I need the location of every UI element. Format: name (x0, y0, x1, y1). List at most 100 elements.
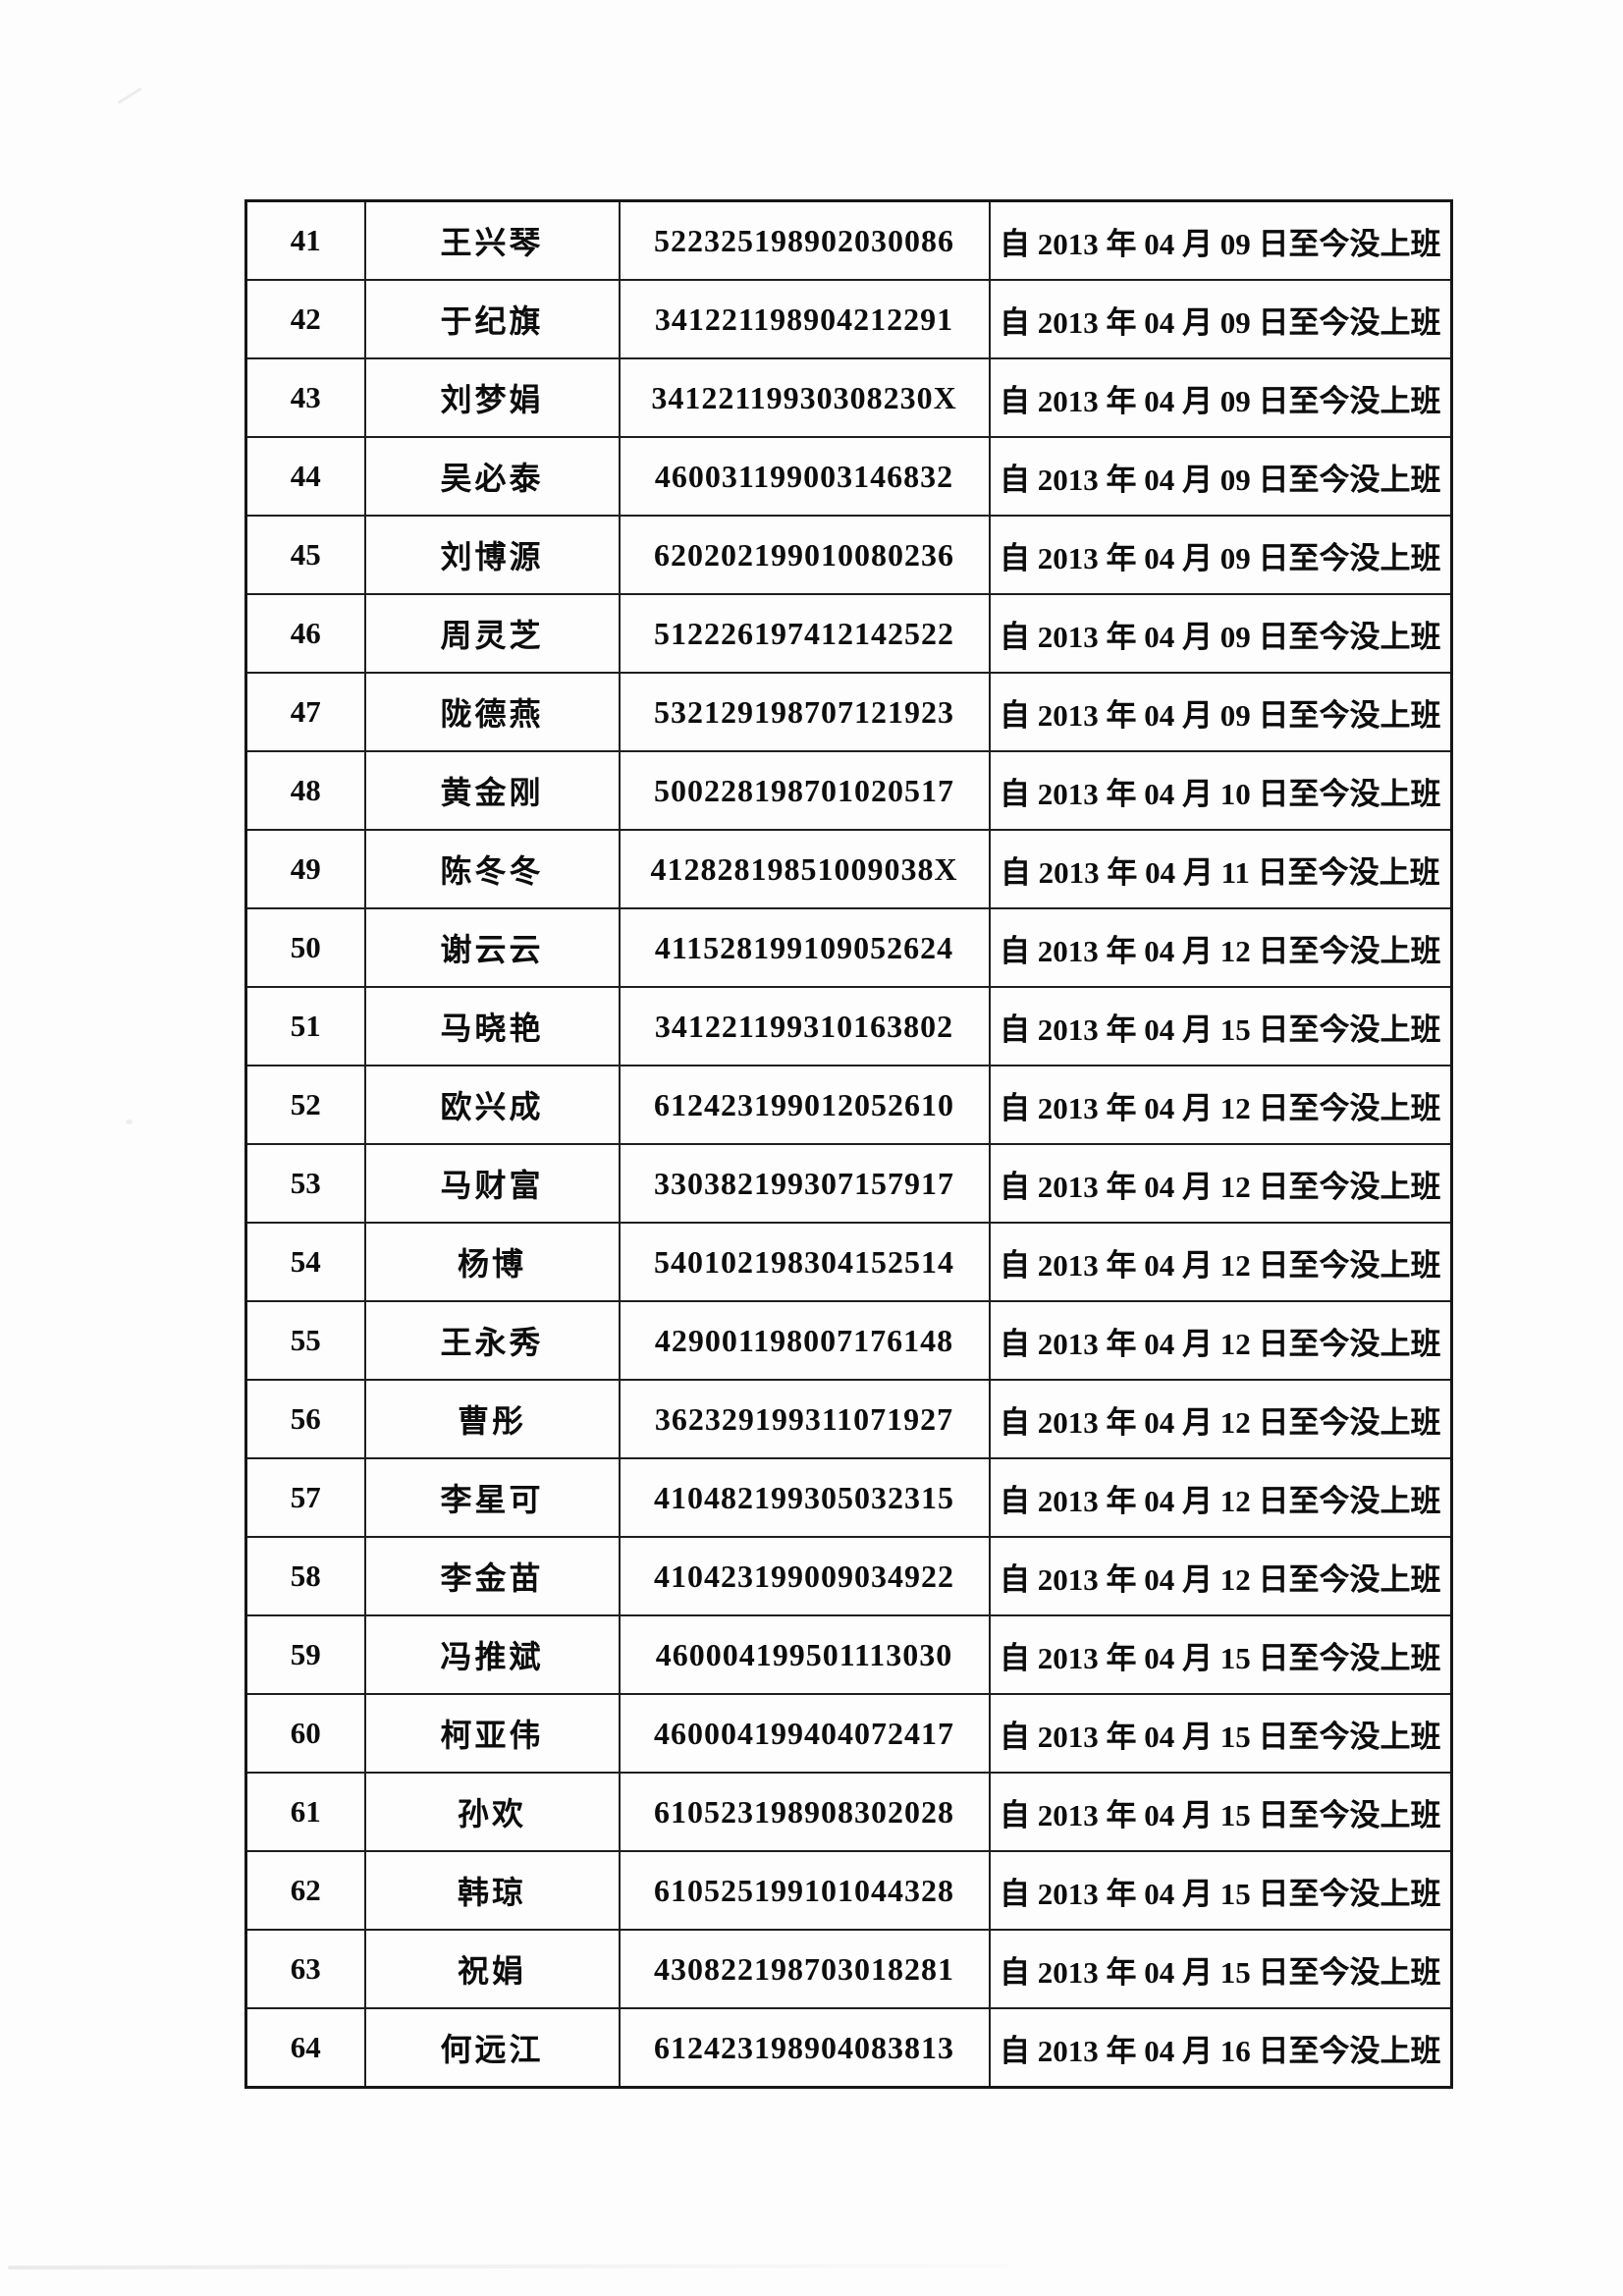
row-number-cell: 61 (244, 1772, 366, 1852)
table-row: 47 陇德燕 532129198707121923 自 2013 年 04 月 09 … (244, 672, 1453, 752)
row-number-cell: 50 (244, 907, 366, 988)
employee-name-cell: 于纪旗 (363, 279, 621, 359)
employee-name-cell: 孙欢 (363, 1772, 621, 1852)
employee-name-cell: 柯亚伟 (363, 1693, 621, 1774)
absence-status-cell: 自 2013 年 04 月 15 日至今没上班 (988, 986, 1453, 1066)
id-number-cell: 612423198904083813 (618, 2007, 991, 2089)
table-row: 50 谢云云 411528199109052624 自 2013 年 04 月 12 … (244, 907, 1453, 988)
id-number-cell: 341221199310163802 (618, 986, 991, 1066)
absence-status-cell: 自 2013 年 04 月 09 日至今没上班 (988, 593, 1453, 674)
absence-status-cell: 自 2013 年 04 月 12 日至今没上班 (988, 1457, 1453, 1538)
employee-name-cell: 李金苗 (363, 1536, 621, 1616)
id-number-cell: 512226197412142522 (618, 593, 991, 674)
row-number-cell: 52 (244, 1065, 366, 1145)
employee-name-cell: 刘梦娟 (363, 357, 621, 438)
absence-status-cell: 自 2013 年 04 月 09 日至今没上班 (988, 515, 1453, 595)
table-row: 52 欧兴成 612423199012052610 自 2013 年 04 月 12 … (244, 1065, 1453, 1145)
absence-status-cell: 自 2013 年 04 月 15 日至今没上班 (988, 1929, 1453, 2009)
employee-name-cell: 何远江 (363, 2007, 621, 2089)
table-row: 54 杨博 540102198304152514 自 2013 年 04 月 12 日… (244, 1222, 1453, 1302)
id-number-cell: 522325198902030086 (618, 199, 991, 281)
table-row: 55 王永秀 429001198007176148 自 2013 年 04 月 12 … (244, 1300, 1453, 1381)
row-number-cell: 44 (244, 436, 366, 517)
absence-status-cell: 自 2013 年 04 月 15 日至今没上班 (988, 1772, 1453, 1852)
table-row: 59 冯推斌 460004199501113030 自 2013 年 04 月 15 … (244, 1614, 1453, 1695)
absence-status-cell: 自 2013 年 04 月 12 日至今没上班 (988, 1536, 1453, 1616)
table-row: 45 刘博源 620202199010080236 自 2013 年 04 月 09 … (244, 515, 1453, 595)
id-number-cell: 34122119930308230X (618, 357, 991, 438)
absence-status-cell: 自 2013 年 04 月 09 日至今没上班 (988, 279, 1453, 359)
table-row: 62 韩琼 610525199101044328 自 2013 年 04 月 15 日… (244, 1850, 1453, 1931)
id-number-cell: 341221198904212291 (618, 279, 991, 359)
id-number-cell: 429001198007176148 (618, 1300, 991, 1381)
absence-roster-table: 41 王兴琴 522325198902030086 自 2013 年 04 月 09 … (244, 199, 1453, 2089)
employee-name-cell: 曹彤 (363, 1379, 621, 1459)
absence-status-cell: 自 2013 年 04 月 15 日至今没上班 (988, 1693, 1453, 1774)
employee-name-cell: 杨博 (363, 1222, 621, 1302)
row-number-cell: 45 (244, 515, 366, 595)
table-row: 60 柯亚伟 460004199404072417 自 2013 年 04 月 15 … (244, 1693, 1453, 1774)
employee-name-cell: 吴必泰 (363, 436, 621, 517)
table-row: 64 何远江 612423198904083813 自 2013 年 04 月 16 … (244, 2007, 1453, 2089)
employee-name-cell: 祝娟 (363, 1929, 621, 2009)
id-number-cell: 460031199003146832 (618, 436, 991, 517)
absence-status-cell: 自 2013 年 04 月 12 日至今没上班 (988, 1143, 1453, 1224)
id-number-cell: 532129198707121923 (618, 672, 991, 752)
employee-name-cell: 马财富 (363, 1143, 621, 1224)
absence-status-cell: 自 2013 年 04 月 12 日至今没上班 (988, 1222, 1453, 1302)
absence-status-cell: 自 2013 年 04 月 12 日至今没上班 (988, 1300, 1453, 1381)
scan-speck-artifact (126, 1120, 133, 1124)
row-number-cell: 57 (244, 1457, 366, 1538)
id-number-cell: 612423199012052610 (618, 1065, 991, 1145)
employee-name-cell: 陇德燕 (363, 672, 621, 752)
row-number-cell: 51 (244, 986, 366, 1066)
id-number-cell: 540102198304152514 (618, 1222, 991, 1302)
scan-streak-artifact (7, 2263, 1010, 2270)
row-number-cell: 55 (244, 1300, 366, 1381)
employee-name-cell: 王永秀 (363, 1300, 621, 1381)
table-row: 51 马晓艳 341221199310163802 自 2013 年 04 月 15 … (244, 986, 1453, 1066)
absence-status-cell: 自 2013 年 04 月 16 日至今没上班 (988, 2007, 1453, 2089)
row-number-cell: 43 (244, 357, 366, 438)
row-number-cell: 54 (244, 1222, 366, 1302)
id-number-cell: 430822198703018281 (618, 1929, 991, 2009)
absence-status-cell: 自 2013 年 04 月 09 日至今没上班 (988, 357, 1453, 438)
absence-status-cell: 自 2013 年 04 月 12 日至今没上班 (988, 1379, 1453, 1459)
table-row: 58 李金苗 410423199009034922 自 2013 年 04 月 12 … (244, 1536, 1453, 1616)
table-row: 41 王兴琴 522325198902030086 自 2013 年 04 月 09 … (244, 199, 1453, 281)
row-number-cell: 59 (244, 1614, 366, 1695)
absence-status-cell: 自 2013 年 04 月 11 日至今没上班 (988, 829, 1453, 909)
absence-status-cell: 自 2013 年 04 月 09 日至今没上班 (988, 436, 1453, 517)
row-number-cell: 53 (244, 1143, 366, 1224)
table-row: 44 吴必泰 460031199003146832 自 2013 年 04 月 09 … (244, 436, 1453, 517)
employee-name-cell: 李星可 (363, 1457, 621, 1538)
id-number-cell: 620202199010080236 (618, 515, 991, 595)
id-number-cell: 610523198908302028 (618, 1772, 991, 1852)
row-number-cell: 42 (244, 279, 366, 359)
table-row: 42 于纪旗 341221198904212291 自 2013 年 04 月 09 … (244, 279, 1453, 359)
id-number-cell: 460004199404072417 (618, 1693, 991, 1774)
id-number-cell: 500228198701020517 (618, 750, 991, 831)
row-number-cell: 48 (244, 750, 366, 831)
employee-name-cell: 韩琼 (363, 1850, 621, 1931)
row-number-cell: 56 (244, 1379, 366, 1459)
table-row: 43 刘梦娟 34122119930308230X 自 2013 年 04 月 09 … (244, 357, 1453, 438)
id-number-cell: 362329199311071927 (618, 1379, 991, 1459)
scan-smudge-artifact (117, 86, 142, 105)
row-number-cell: 58 (244, 1536, 366, 1616)
row-number-cell: 64 (244, 2007, 366, 2089)
employee-name-cell: 黄金刚 (363, 750, 621, 831)
employee-name-cell: 谢云云 (363, 907, 621, 988)
row-number-cell: 47 (244, 672, 366, 752)
id-number-cell: 330382199307157917 (618, 1143, 991, 1224)
employee-name-cell: 马晓艳 (363, 986, 621, 1066)
id-number-cell: 41282819851009038X (618, 829, 991, 909)
absence-status-cell: 自 2013 年 04 月 15 日至今没上班 (988, 1850, 1453, 1931)
table-row: 63 祝娟 430822198703018281 自 2013 年 04 月 15 日… (244, 1929, 1453, 2009)
row-number-cell: 62 (244, 1850, 366, 1931)
table-row: 48 黄金刚 500228198701020517 自 2013 年 04 月 10 … (244, 750, 1453, 831)
employee-name-cell: 刘博源 (363, 515, 621, 595)
table-row: 53 马财富 330382199307157917 自 2013 年 04 月 12 … (244, 1143, 1453, 1224)
id-number-cell: 410423199009034922 (618, 1536, 991, 1616)
